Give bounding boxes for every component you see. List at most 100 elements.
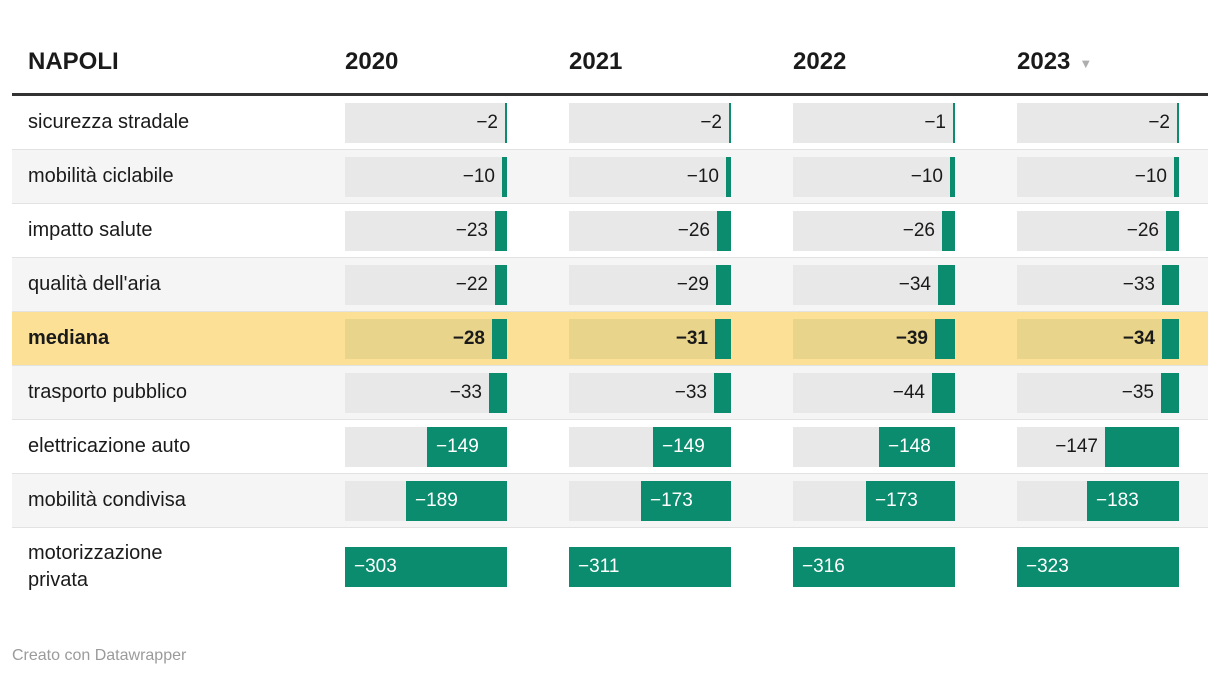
- column-header-label: 2022: [793, 48, 847, 75]
- bar-cell: −23: [345, 210, 569, 251]
- value-label: −26: [677, 219, 710, 241]
- bar-cell: −10: [793, 156, 1017, 197]
- table-row: motorizzazione privata −303 −311 −316 −323: [12, 527, 1208, 605]
- value-label: −23: [455, 219, 488, 241]
- bar-track: −34: [1017, 318, 1179, 359]
- table-row: mediana −28 −31 −39 −34: [12, 311, 1208, 365]
- bar: [715, 318, 731, 359]
- value-label: −2: [476, 111, 498, 133]
- row-label: mobilità condivisa: [28, 489, 186, 511]
- bar-cell: −173: [569, 480, 793, 521]
- value-label: −35: [1121, 381, 1154, 403]
- value-label: −2: [700, 111, 722, 133]
- bar-cell: −33: [1017, 264, 1208, 305]
- bar-track: −26: [1017, 210, 1179, 251]
- value-label: −26: [1126, 219, 1159, 241]
- bar: [1105, 426, 1179, 467]
- row-label: mediana: [28, 327, 110, 349]
- bar-track: −44: [793, 372, 955, 413]
- value-label: −28: [452, 327, 485, 349]
- bar: [866, 480, 955, 521]
- bar-track: −33: [569, 372, 731, 413]
- bar-track: −22: [345, 264, 507, 305]
- bar: [935, 318, 955, 359]
- bar-cell: −316: [793, 546, 1017, 587]
- bar: [932, 372, 955, 413]
- value-label: −10: [686, 165, 719, 187]
- value-label: −44: [892, 381, 925, 403]
- bar: [1161, 372, 1179, 413]
- bar-cell: −323: [1017, 546, 1208, 587]
- page-title: NAPOLI: [28, 48, 119, 75]
- bar: [505, 102, 507, 143]
- value-label: −39: [895, 327, 928, 349]
- value-label: −149: [436, 435, 479, 457]
- value-label: −33: [1122, 273, 1155, 295]
- column-header-2020[interactable]: 2020: [345, 50, 569, 74]
- bar-track: −323: [1017, 546, 1179, 587]
- bar-cell: −147: [1017, 426, 1208, 467]
- value-label: −189: [415, 489, 458, 511]
- bar-track: −189: [345, 480, 507, 521]
- table-row: mobilità condivisa −189 −173 −173 −183: [12, 473, 1208, 527]
- bar-track: −23: [345, 210, 507, 251]
- value-label: −34: [1122, 327, 1155, 349]
- value-label: −10: [910, 165, 943, 187]
- bar-track: −149: [345, 426, 507, 467]
- bar-track: −28: [345, 318, 507, 359]
- value-label: −33: [449, 381, 482, 403]
- column-header-2021[interactable]: 2021: [569, 50, 793, 74]
- value-label: −22: [455, 273, 488, 295]
- bar-cell: −35: [1017, 372, 1208, 413]
- datawrapper-credit-link[interactable]: Creato con Datawrapper: [12, 647, 187, 664]
- bar-track: −173: [793, 480, 955, 521]
- bar-track: −2: [345, 102, 507, 143]
- bar-cell: −22: [345, 264, 569, 305]
- bar-cell: −10: [345, 156, 569, 197]
- bar-cell: −28: [345, 318, 569, 359]
- bar: [406, 480, 507, 521]
- bar-cell: −189: [345, 480, 569, 521]
- bar-track: −183: [1017, 480, 1179, 521]
- value-label: −10: [462, 165, 495, 187]
- column-header-2022[interactable]: 2022: [793, 50, 1017, 74]
- bar-cell: −26: [793, 210, 1017, 251]
- bar-track: −33: [1017, 264, 1179, 305]
- bar-cell: −10: [569, 156, 793, 197]
- bar-cell: −311: [569, 546, 793, 587]
- value-label: −303: [354, 555, 397, 577]
- bar-cell: −2: [345, 102, 569, 143]
- value-label: −173: [875, 489, 918, 511]
- table-body: sicurezza stradale −2 −2 −1 −2 mobilità cicla…: [12, 96, 1208, 605]
- table-row: impatto salute −23 −26 −26 −26: [12, 203, 1208, 257]
- bar: [345, 546, 507, 587]
- bar: [938, 264, 955, 305]
- table-row: mobilità ciclabile −10 −10 −10 −10: [12, 149, 1208, 203]
- bar: [1162, 318, 1179, 359]
- bar: [1166, 210, 1179, 251]
- bar: [726, 156, 731, 197]
- bar-track: −26: [569, 210, 731, 251]
- column-header-title[interactable]: NAPOLI: [12, 50, 345, 74]
- bar: [489, 372, 507, 413]
- bar-track: −29: [569, 264, 731, 305]
- bar-cell: −33: [345, 372, 569, 413]
- bar-track: −31: [569, 318, 731, 359]
- bar: [1177, 102, 1179, 143]
- column-header-label: 2023: [1017, 48, 1071, 75]
- sort-desc-icon: ▼: [1079, 55, 1093, 71]
- bar-track: −10: [345, 156, 507, 197]
- value-label: −10: [1134, 165, 1167, 187]
- bar-cell: −149: [569, 426, 793, 467]
- bar-cell: −10: [1017, 156, 1208, 197]
- bar: [716, 264, 731, 305]
- bar: [1017, 546, 1179, 587]
- value-label: −26: [902, 219, 935, 241]
- bar: [427, 426, 507, 467]
- bar-cell: −303: [345, 546, 569, 587]
- bar-track: −148: [793, 426, 955, 467]
- bar-track: −303: [345, 546, 507, 587]
- column-header-2023[interactable]: 2023 ▼: [1017, 50, 1208, 74]
- bar-track: −149: [569, 426, 731, 467]
- bar-track: −39: [793, 318, 955, 359]
